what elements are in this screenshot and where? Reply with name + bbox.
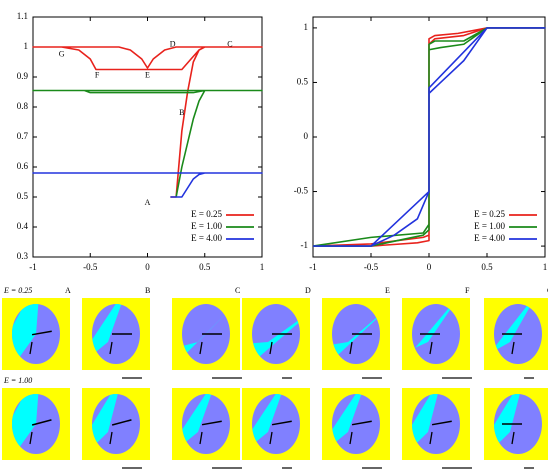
cyan-region bbox=[252, 307, 300, 364]
data-line bbox=[313, 27, 546, 247]
arrow-small bbox=[269, 431, 273, 445]
arrow-small bbox=[269, 341, 273, 355]
y-tick-label: 0.8 bbox=[17, 101, 29, 111]
annotation: A bbox=[145, 198, 151, 207]
arrow-small bbox=[29, 431, 33, 445]
data-line bbox=[32, 46, 263, 198]
row-label: E = 0.25 bbox=[3, 286, 32, 295]
snapshot-panel bbox=[402, 388, 470, 460]
y-tick-label: 0.5 bbox=[297, 77, 309, 87]
annotation: E bbox=[145, 70, 150, 79]
annotation: F bbox=[95, 70, 100, 79]
y-tick-label: 0.6 bbox=[17, 161, 29, 171]
arrow-small bbox=[511, 341, 515, 355]
snapshot-panel bbox=[242, 298, 310, 370]
y-tick-label: 1 bbox=[304, 22, 309, 32]
x-tick-label: 0.5 bbox=[199, 262, 211, 272]
snapshot-panel bbox=[172, 388, 240, 460]
cyan-region bbox=[92, 394, 124, 454]
snapshot-panel bbox=[322, 388, 390, 460]
arrow-small bbox=[199, 341, 203, 355]
arrow bbox=[431, 420, 452, 426]
legend-label: E = 0.25 bbox=[191, 209, 222, 219]
arrow-small bbox=[109, 431, 113, 445]
arrow-small bbox=[199, 431, 203, 445]
x-tick-label: -0.5 bbox=[83, 262, 98, 272]
legend-label: E = 1.00 bbox=[474, 221, 505, 231]
data-line bbox=[32, 172, 263, 198]
arrow-small bbox=[429, 341, 433, 355]
arrow bbox=[201, 420, 222, 426]
x-tick-label: -0.5 bbox=[364, 262, 379, 272]
y-tick-label: 0.9 bbox=[17, 71, 29, 81]
arrow bbox=[31, 330, 52, 336]
annotation: C bbox=[227, 39, 232, 48]
x-tick-label: 1 bbox=[543, 262, 548, 272]
snapshot-panel bbox=[322, 298, 390, 370]
x-tick-label: 0.5 bbox=[481, 262, 493, 272]
y-tick-label: 0.4 bbox=[17, 221, 29, 231]
snapshot-panel bbox=[172, 298, 240, 370]
snapshot-panel bbox=[402, 298, 470, 370]
snapshot-panel bbox=[82, 388, 150, 460]
snapshot-panel bbox=[242, 388, 310, 460]
x-tick-label: 0 bbox=[145, 262, 150, 272]
y-tick-label: 1.1 bbox=[17, 11, 28, 21]
legend-label: E = 4.00 bbox=[191, 233, 222, 243]
plot-frame bbox=[32, 16, 263, 258]
annotation: B bbox=[179, 108, 184, 117]
y-tick-label: -1 bbox=[301, 240, 309, 250]
row-label: E = 1.00 bbox=[3, 376, 32, 385]
column-label: B bbox=[145, 286, 150, 295]
arrow bbox=[351, 420, 372, 426]
column-label: C bbox=[235, 286, 240, 295]
x-tick-label: 0 bbox=[427, 262, 432, 272]
cyan-region bbox=[182, 304, 230, 364]
snapshot-panel bbox=[484, 298, 548, 370]
snapshot-panel bbox=[2, 298, 70, 370]
arrow-small bbox=[349, 341, 353, 355]
cyan-region bbox=[412, 394, 444, 454]
column-label: A bbox=[65, 286, 71, 295]
column-label: E bbox=[385, 286, 390, 295]
y-tick-label: 0.7 bbox=[17, 131, 29, 141]
arrow-small bbox=[511, 431, 515, 445]
legend-label: E = 4.00 bbox=[474, 233, 505, 243]
snapshot-panel bbox=[484, 388, 548, 460]
annotation: G bbox=[59, 49, 65, 58]
annotation: D bbox=[170, 39, 176, 48]
x-tick-label: -1 bbox=[29, 262, 37, 272]
arrow bbox=[111, 419, 132, 426]
y-tick-label: 0.5 bbox=[17, 191, 29, 201]
legend-label: E = 1.00 bbox=[191, 221, 222, 231]
arrow bbox=[31, 419, 52, 426]
arrow-small bbox=[429, 431, 433, 445]
arrow bbox=[271, 420, 292, 426]
legend-label: E = 0.25 bbox=[474, 209, 505, 219]
snapshot-panel bbox=[2, 388, 70, 460]
y-tick-label: 0 bbox=[304, 131, 309, 141]
column-label: D bbox=[305, 286, 311, 295]
y-tick-label: 0.3 bbox=[17, 251, 29, 261]
cyan-region bbox=[332, 304, 380, 364]
snapshot-panel bbox=[82, 298, 150, 370]
x-tick-label: 1 bbox=[260, 262, 265, 272]
column-label: F bbox=[465, 286, 470, 295]
arrow-small bbox=[29, 341, 33, 355]
data-line bbox=[32, 89, 263, 198]
y-tick-label: -0.5 bbox=[294, 186, 309, 196]
arrow-small bbox=[109, 341, 113, 355]
x-tick-label: -1 bbox=[309, 262, 317, 272]
arrow-small bbox=[349, 431, 353, 445]
y-tick-label: 1 bbox=[24, 41, 29, 51]
